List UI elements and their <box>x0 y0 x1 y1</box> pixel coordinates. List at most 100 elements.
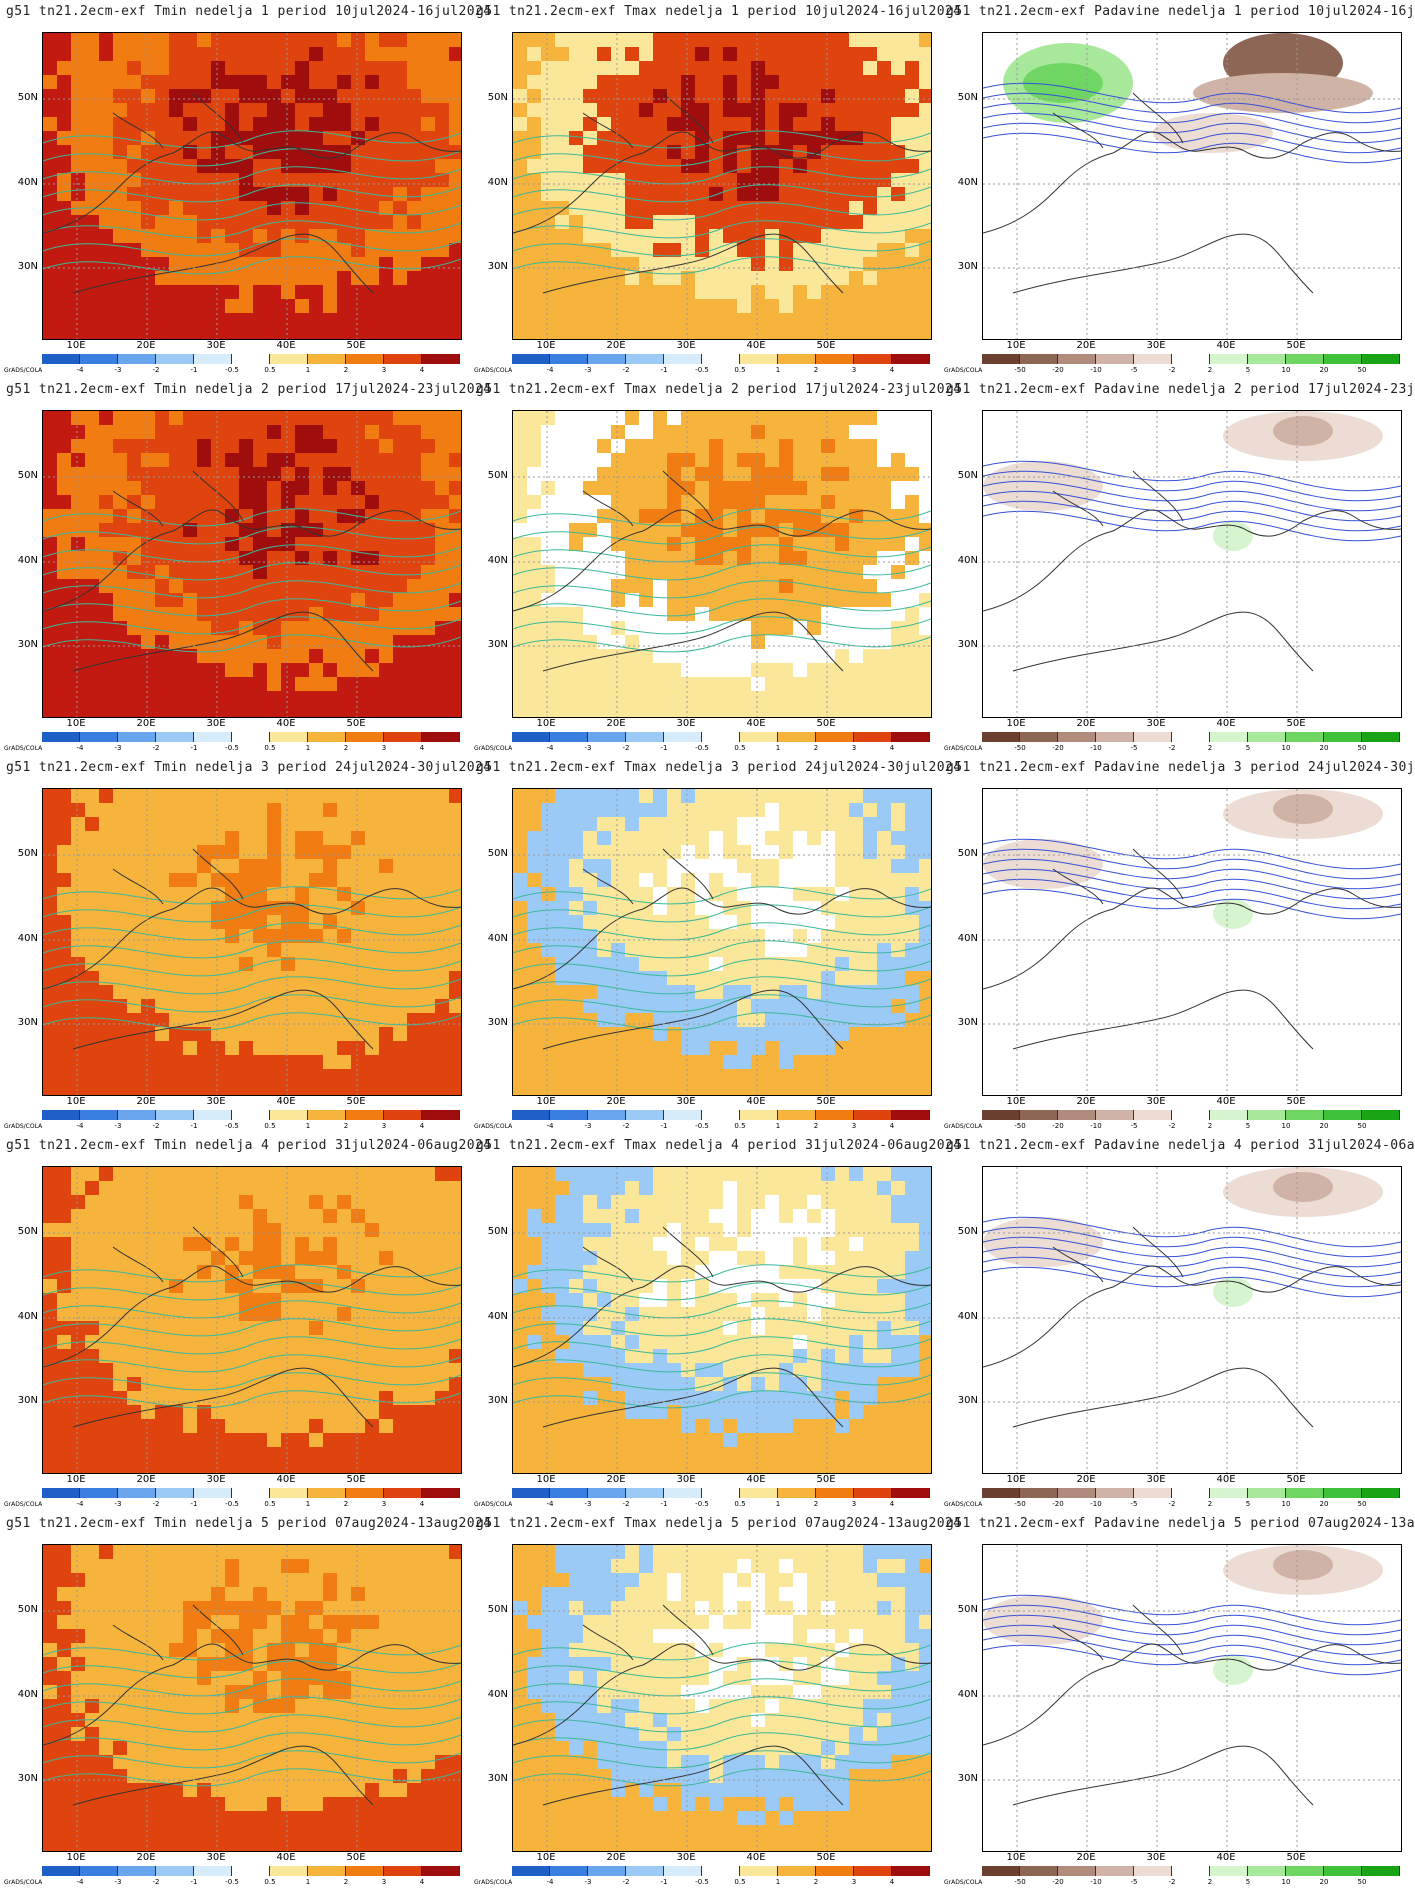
latitude-label: 50N <box>957 92 978 103</box>
field-cell <box>821 915 835 929</box>
field-cell <box>449 47 461 61</box>
field-cell <box>421 453 435 467</box>
field-cell <box>555 1013 569 1027</box>
field-cell <box>625 201 639 215</box>
field-cell <box>597 635 611 649</box>
field-cell <box>267 607 281 621</box>
field-cell <box>751 663 765 677</box>
field-cell <box>197 33 211 47</box>
field-cell <box>365 593 379 607</box>
field-cell <box>821 985 835 999</box>
field-cell <box>351 705 365 717</box>
field-cell <box>513 425 527 439</box>
field-cell <box>253 565 267 579</box>
field-cell <box>695 607 709 621</box>
field-cell <box>421 75 435 89</box>
field-cell <box>267 271 281 285</box>
field-cell <box>737 551 751 565</box>
field-cell <box>779 915 793 929</box>
field-cell <box>751 187 765 201</box>
field-cell <box>667 411 681 425</box>
field-cell <box>253 1349 267 1363</box>
field-cell <box>155 1293 169 1307</box>
field-cell <box>821 439 835 453</box>
field-cell <box>295 999 309 1013</box>
field-cell <box>919 1069 931 1083</box>
field-cell <box>695 467 709 481</box>
field-cell <box>891 103 905 117</box>
field-cell <box>681 803 695 817</box>
field-cell <box>737 201 751 215</box>
field-cell <box>239 229 253 243</box>
field-cell <box>597 257 611 271</box>
field-cell <box>807 313 821 327</box>
field-cell <box>421 831 435 845</box>
field-cell <box>555 537 569 551</box>
field-cell <box>751 243 765 257</box>
field-cell <box>281 705 295 717</box>
field-cell <box>379 271 393 285</box>
field-cell <box>169 887 183 901</box>
field-cell <box>43 523 57 537</box>
field-cell <box>807 33 821 47</box>
field-cell <box>239 1069 253 1083</box>
colorbar-swatch <box>982 1110 1020 1120</box>
field-cell <box>639 425 653 439</box>
field-cell <box>365 523 379 537</box>
field-cell <box>681 817 695 831</box>
field-cell <box>541 145 555 159</box>
field-cell <box>653 593 667 607</box>
field-cell <box>407 1237 421 1251</box>
field-cell <box>85 215 99 229</box>
field-cell <box>281 1335 295 1349</box>
field-cell <box>197 817 211 831</box>
field-cell <box>653 551 667 565</box>
field-cell <box>169 523 183 537</box>
field-cell <box>99 257 113 271</box>
field-cell <box>323 999 337 1013</box>
field-cell <box>421 495 435 509</box>
field-cell <box>337 537 351 551</box>
field-cell <box>709 439 723 453</box>
field-cell <box>569 621 583 635</box>
field-cell <box>155 75 169 89</box>
field-cell <box>365 789 379 803</box>
field-cell <box>555 117 569 131</box>
field-cell <box>449 159 461 173</box>
field-cell <box>807 873 821 887</box>
field-cell <box>365 817 379 831</box>
field-cell <box>337 551 351 565</box>
field-cell <box>569 313 583 327</box>
field-cell <box>667 131 681 145</box>
field-cell <box>421 173 435 187</box>
field-cell <box>183 439 197 453</box>
field-cell <box>527 607 541 621</box>
field-cell <box>583 621 597 635</box>
field-cell <box>737 257 751 271</box>
field-cell <box>569 873 583 887</box>
field-cell <box>863 551 877 565</box>
field-cell <box>197 635 211 649</box>
field-cell <box>849 943 863 957</box>
colorbar-swatch <box>1096 354 1134 364</box>
field-cell <box>85 481 99 495</box>
field-cell <box>99 117 113 131</box>
field-cell <box>253 873 267 887</box>
field-cell <box>365 607 379 621</box>
field-cell <box>99 159 113 173</box>
field-cell <box>43 411 57 425</box>
field-cell <box>57 1223 71 1237</box>
field-cell <box>541 901 555 915</box>
colorbar-swatch <box>550 1110 588 1120</box>
field-cell <box>435 817 449 831</box>
field-cell <box>211 1209 225 1223</box>
field-cell <box>365 999 379 1013</box>
field-cell <box>43 705 57 717</box>
field-cell <box>569 481 583 495</box>
field-cell <box>611 145 625 159</box>
field-cell <box>169 691 183 705</box>
field-cell <box>155 985 169 999</box>
field-cell <box>695 1069 709 1083</box>
field-cell <box>183 453 197 467</box>
field-cell <box>765 859 779 873</box>
